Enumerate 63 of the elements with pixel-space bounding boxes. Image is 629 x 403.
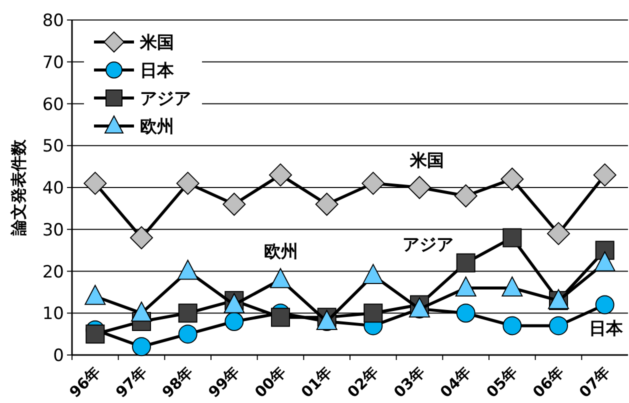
point: [178, 304, 198, 323]
point: [456, 253, 476, 272]
legend-label: 欧州: [140, 117, 174, 137]
point: [269, 163, 292, 186]
y-tick-label: 40: [42, 178, 64, 198]
y-tick-label: 60: [42, 94, 64, 115]
y-tick-label: 50: [42, 136, 64, 157]
point: [455, 276, 476, 296]
y-tick-label: 70: [42, 52, 64, 73]
legend-label: 日本: [140, 61, 175, 81]
point: [84, 172, 107, 195]
point: [222, 192, 246, 216]
x-tick-label: 97年: [112, 363, 150, 402]
x-tick-label: 04年: [436, 363, 475, 402]
point: [270, 268, 291, 288]
x-tick-label: 06年: [529, 363, 568, 402]
y-tick-label: 10: [42, 304, 64, 324]
point: [502, 276, 523, 296]
x-tick-label: 02年: [344, 363, 382, 402]
point: [86, 324, 105, 344]
legend-label: アジア: [140, 89, 191, 109]
x-tick-label: 00年: [251, 363, 290, 402]
annotation: 米国: [409, 151, 444, 171]
point: [454, 184, 478, 208]
x-tick-label: 05年: [482, 363, 521, 402]
point: [362, 172, 385, 195]
point: [177, 260, 198, 280]
annotation: 日本: [589, 319, 624, 339]
x-tick-label: 07年: [576, 363, 614, 402]
point: [178, 324, 198, 344]
x-tick-label: 03年: [390, 363, 428, 402]
point: [593, 163, 616, 186]
point: [176, 172, 200, 195]
point: [130, 226, 153, 250]
legend-label: 米国: [139, 33, 174, 53]
point: [500, 168, 524, 191]
y-tick-label: 0: [53, 346, 64, 366]
point: [549, 316, 568, 336]
point: [315, 192, 338, 216]
point: [132, 337, 151, 356]
y-tick-label: 20: [42, 262, 64, 282]
point: [595, 295, 614, 314]
point: [502, 316, 522, 336]
y-tick-label: 80: [42, 11, 64, 31]
point: [502, 228, 522, 248]
x-tick-label: 98年: [158, 363, 197, 402]
x-tick-label: 01年: [298, 363, 336, 402]
point: [131, 302, 152, 322]
point: [456, 304, 476, 323]
point: [224, 312, 244, 331]
point: [547, 222, 570, 246]
annotation: 欧州: [264, 242, 298, 262]
point: [594, 251, 616, 272]
annotation: アジア: [402, 235, 454, 255]
point: [362, 264, 384, 284]
x-tick-label: 99年: [204, 363, 243, 402]
y-tick-label: 30: [42, 220, 64, 240]
point: [364, 304, 383, 323]
point: [271, 308, 290, 327]
y-axis-title: 論文発表件数: [9, 138, 28, 236]
x-tick-label: 96年: [66, 363, 104, 402]
point: [408, 176, 431, 199]
point: [84, 284, 106, 305]
